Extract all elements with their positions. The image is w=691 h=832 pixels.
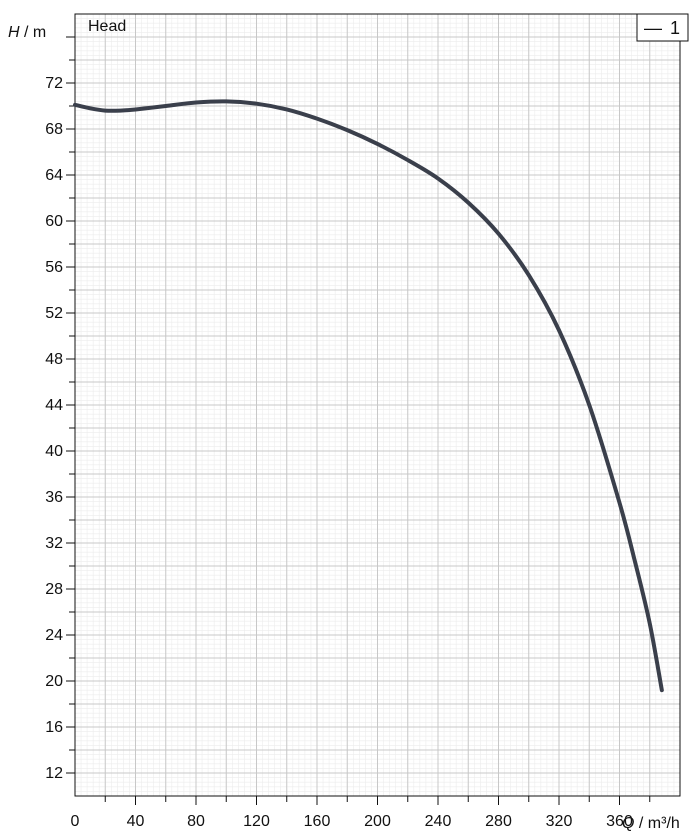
y-tick-label: 52 bbox=[45, 305, 63, 322]
x-tick-label: 160 bbox=[304, 813, 331, 830]
y-tick-label: 44 bbox=[45, 397, 63, 414]
major-grid bbox=[75, 14, 680, 796]
x-axis-unit: / m³/h bbox=[634, 815, 679, 832]
x-tick-label: 240 bbox=[425, 813, 452, 830]
y-tick-label: 40 bbox=[45, 443, 63, 460]
y-tick-label: 68 bbox=[45, 121, 63, 138]
y-tick-label: 48 bbox=[45, 351, 63, 368]
y-axis-unit: / m bbox=[20, 24, 47, 41]
axis-ticks bbox=[66, 36, 651, 805]
x-axis-symbol: Q bbox=[622, 815, 634, 832]
y-tick-label: 24 bbox=[45, 627, 63, 644]
x-axis-title: Q / m³/h bbox=[622, 815, 680, 832]
chart-title: Head bbox=[88, 18, 126, 35]
series-layer bbox=[73, 99, 664, 693]
y-axis-symbol: H bbox=[8, 24, 20, 41]
y-tick-label: 56 bbox=[45, 259, 63, 276]
x-tick-label: 360 bbox=[606, 813, 633, 830]
y-tick-label: 72 bbox=[45, 75, 63, 92]
x-tick-label: 80 bbox=[187, 813, 205, 830]
legend-label: 1 bbox=[670, 18, 680, 38]
legend-box bbox=[636, 13, 689, 42]
x-tick-label: 120 bbox=[243, 813, 270, 830]
x-tick-label: 40 bbox=[127, 813, 145, 830]
y-tick-label: 60 bbox=[45, 213, 63, 230]
legend-symbol: — bbox=[644, 18, 662, 38]
y-tick-labels: 12 16 20 24 28 32 36 40 44 48 52 56 60 64 68 72 bbox=[45, 75, 63, 782]
x-tick-labels: 0 40 80 120 160 200 240 280 320 360 bbox=[71, 813, 633, 830]
y-tick-label: 28 bbox=[45, 581, 63, 598]
y-tick-label: 64 bbox=[45, 167, 63, 184]
y-tick-label: 36 bbox=[45, 489, 63, 506]
series-line-1 bbox=[73, 99, 664, 693]
y-tick-label: 32 bbox=[45, 535, 63, 552]
x-tick-label: 280 bbox=[485, 813, 512, 830]
y-tick-label: 20 bbox=[45, 673, 63, 690]
legend: — 1 bbox=[636, 13, 689, 42]
x-tick-label: 0 bbox=[71, 813, 80, 830]
x-tick-label: 320 bbox=[546, 813, 573, 830]
x-tick-label: 200 bbox=[364, 813, 391, 830]
y-tick-label: 16 bbox=[45, 719, 63, 736]
y-tick-label: 12 bbox=[45, 765, 63, 782]
y-axis-title: H / m bbox=[8, 24, 46, 41]
